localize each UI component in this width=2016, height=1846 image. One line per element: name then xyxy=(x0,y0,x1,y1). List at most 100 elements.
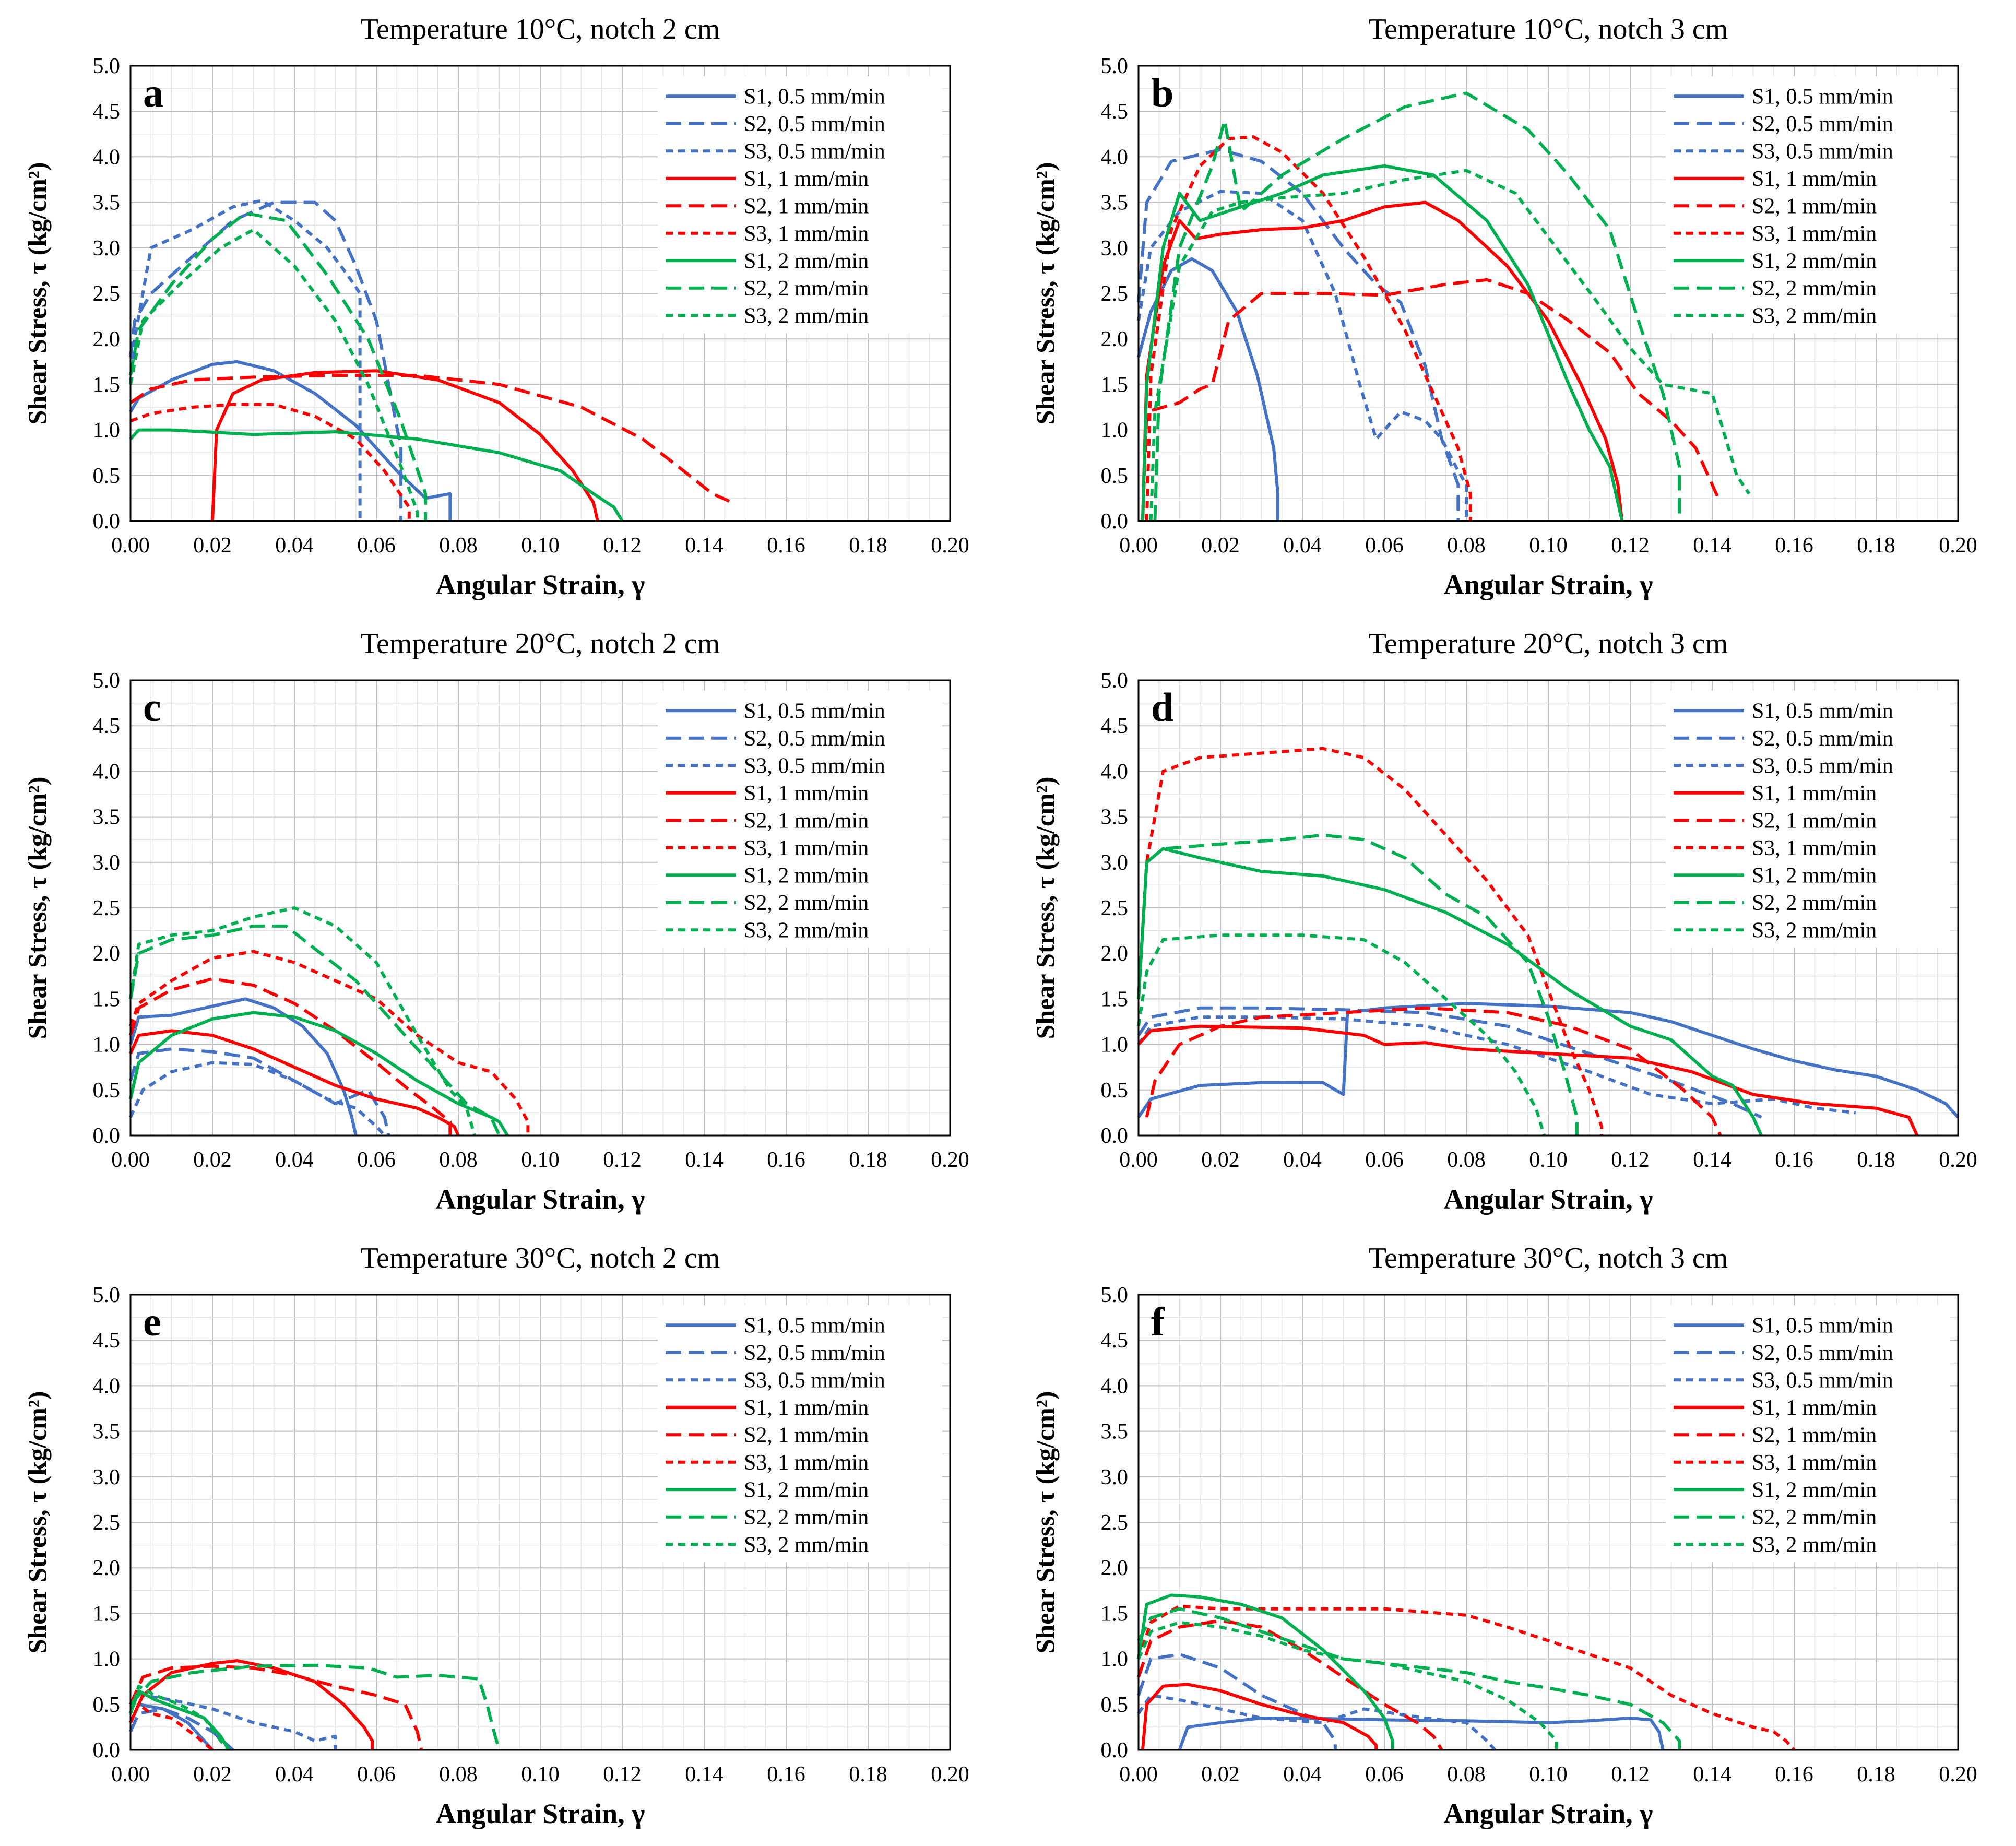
y-tick-label: 3.5 xyxy=(93,191,121,215)
y-tick-label: 4.5 xyxy=(1101,100,1129,124)
y-tick-label: 2.5 xyxy=(1101,282,1129,306)
series-line-8 xyxy=(129,211,428,521)
x-tick-label: 0.00 xyxy=(111,1148,150,1172)
y-tick-label: 0.5 xyxy=(93,464,121,488)
legend-label: S2, 0.5 mm/min xyxy=(1752,1341,1893,1365)
legend-label: S3, 2 mm/min xyxy=(1752,918,1877,942)
legend-label: S2, 0.5 mm/min xyxy=(1752,727,1893,751)
legend-label: S1, 2 mm/min xyxy=(1752,1478,1877,1502)
series-line-4 xyxy=(1141,200,1624,522)
x-tick-label: 0.12 xyxy=(603,534,642,558)
panel-letter: f xyxy=(1151,1299,1165,1344)
series-line-1 xyxy=(129,360,452,521)
legend-label: S1, 0.5 mm/min xyxy=(1752,699,1893,723)
y-tick-label: 3.5 xyxy=(93,806,121,830)
legend-label: S3, 2 mm/min xyxy=(1752,304,1877,328)
y-tick-label: 0.5 xyxy=(1101,1693,1129,1717)
x-tick-label: 0.10 xyxy=(1529,1148,1568,1172)
panel-c: Temperature 20°C, notch 2 cm 0.00 0.02 0.04… xyxy=(0,614,1008,1229)
x-tick-label: 0.18 xyxy=(849,534,887,558)
plot-frame xyxy=(129,679,951,1137)
legend: S1, 0.5 mm/min S2, 0.5 mm/min S3, 0.5 mm/m… xyxy=(1666,691,1950,948)
y-tick-label: 4.5 xyxy=(93,1329,121,1353)
x-tick-label: 0.16 xyxy=(1775,534,1813,558)
x-tick-label: 0.02 xyxy=(1201,1148,1240,1172)
legend: S1, 0.5 mm/min S2, 0.5 mm/min S3, 0.5 mm/m… xyxy=(1666,76,1950,334)
series-line-3 xyxy=(1137,1694,1497,1752)
y-tick-label: 4.0 xyxy=(93,760,121,784)
series-line-2 xyxy=(129,200,403,521)
series-line-4 xyxy=(1137,1024,1919,1137)
x-tick-label: 0.12 xyxy=(603,1148,642,1172)
plot-frame xyxy=(129,1294,951,1751)
y-tick-label: 2.0 xyxy=(1101,1556,1129,1580)
legend-label: S3, 1 mm/min xyxy=(744,836,869,860)
legend-label: S3, 0.5 mm/min xyxy=(1752,1368,1893,1392)
gridlines xyxy=(130,65,951,522)
x-tick-label: 0.16 xyxy=(1775,1762,1813,1786)
y-tick-label: 2.0 xyxy=(93,942,121,966)
legend-label: S3, 2 mm/min xyxy=(744,304,869,328)
series-line-6 xyxy=(1137,1604,1796,1752)
series-line-6 xyxy=(129,950,530,1135)
x-tick-label: 0.20 xyxy=(931,1762,969,1786)
legend: S1, 0.5 mm/min S2, 0.5 mm/min S3, 0.5 mm/m… xyxy=(658,1305,942,1563)
x-tick-label: 0.04 xyxy=(275,534,314,558)
legend-label: S1, 2 mm/min xyxy=(1752,863,1877,888)
x-axis-label: Angular Strain, γ xyxy=(436,1798,645,1829)
y-tick-label: 0.5 xyxy=(1101,1079,1129,1103)
y-tick-label: 3.5 xyxy=(1101,191,1129,215)
legend-label: S2, 2 mm/min xyxy=(1752,277,1877,301)
series-line-2 xyxy=(129,1707,234,1752)
y-axis-label: Shear Stress, τ (kg/cm²) xyxy=(22,1391,52,1654)
x-tick-label: 0.10 xyxy=(521,1762,560,1786)
x-tick-label: 0.04 xyxy=(1283,1148,1322,1172)
y-tick-label: 0.5 xyxy=(93,1693,121,1717)
y-tick-label: 1.0 xyxy=(93,419,121,443)
x-tick-label: 0.00 xyxy=(1119,1762,1158,1786)
y-tick-label: 1.0 xyxy=(93,1033,121,1057)
x-tick-label: 0.10 xyxy=(1529,534,1568,558)
x-axis-label: Angular Strain, γ xyxy=(1444,1184,1653,1215)
y-axis-label: Shear Stress, τ (kg/cm²) xyxy=(22,777,52,1039)
series-line-6 xyxy=(129,403,411,521)
x-axis-label: Angular Strain, γ xyxy=(1444,569,1653,600)
x-tick-label: 0.02 xyxy=(1201,534,1240,558)
x-tick-label: 0.18 xyxy=(849,1762,887,1786)
y-tick-label: 2.5 xyxy=(1101,896,1129,920)
legend-label: S1, 0.5 mm/min xyxy=(744,85,885,109)
series-line-2 xyxy=(1137,148,1460,521)
chart-title: Temperature 10°C, notch 3 cm xyxy=(1369,13,1728,45)
x-tick-label: 0.00 xyxy=(111,534,150,558)
y-tick-label: 2.0 xyxy=(1101,942,1129,966)
legend-label: S2, 1 mm/min xyxy=(744,194,869,218)
y-tick-label: 0.0 xyxy=(1101,510,1129,534)
y-tick-label: 1.5 xyxy=(93,1602,121,1626)
x-tick-label: 0.18 xyxy=(1857,534,1895,558)
y-axis-label: Shear Stress, τ (kg/cm²) xyxy=(1030,1391,1060,1654)
y-tick-label: 4.0 xyxy=(1101,1374,1129,1398)
x-tick-label: 0.16 xyxy=(767,1148,805,1172)
series-line-9 xyxy=(129,906,477,1136)
series-line-9 xyxy=(1137,933,1546,1136)
y-tick-label: 0.0 xyxy=(93,1124,121,1148)
legend-label: S3, 0.5 mm/min xyxy=(744,754,885,778)
series-line-1 xyxy=(129,997,358,1136)
legend-label: S1, 2 mm/min xyxy=(744,863,869,888)
x-tick-label: 0.08 xyxy=(1447,1762,1486,1786)
series-line-5 xyxy=(1137,1619,1443,1751)
legend-label: S2, 0.5 mm/min xyxy=(744,112,885,136)
y-tick-label: 3.0 xyxy=(93,851,121,875)
y-tick-label: 0.5 xyxy=(1101,464,1129,488)
legend-label: S3, 2 mm/min xyxy=(744,918,869,942)
x-tick-label: 0.02 xyxy=(193,534,232,558)
series-line-6 xyxy=(1137,747,1603,1135)
series-line-7 xyxy=(129,428,624,522)
series-line-9 xyxy=(129,228,419,521)
x-tick-label: 0.06 xyxy=(1365,534,1404,558)
legend-label: S1, 0.5 mm/min xyxy=(744,699,885,723)
series-line-2 xyxy=(129,1047,390,1136)
series-line-4 xyxy=(1141,1683,1378,1750)
series-line-1 xyxy=(1137,257,1279,521)
y-axis-label: Shear Stress, τ (kg/cm²) xyxy=(1030,777,1060,1039)
